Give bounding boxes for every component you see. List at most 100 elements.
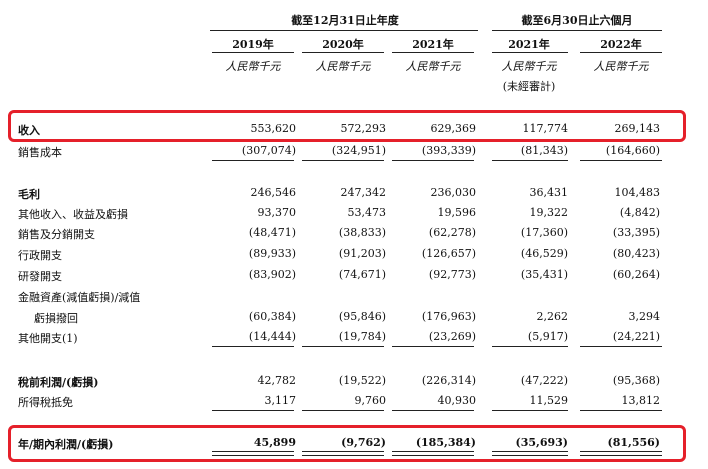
cell: (95,846) (338, 310, 386, 323)
unit-label: 人民幣千元 (225, 60, 281, 73)
cell: 40,930 (437, 394, 477, 407)
subtotal-rule (302, 346, 384, 347)
subtotal-rule (392, 160, 474, 161)
row-label: 毛利 (18, 188, 40, 201)
cell: (38,833) (338, 226, 386, 239)
cell: (46,529) (520, 247, 568, 260)
cell: (83,902) (248, 268, 296, 281)
cell: (19,784) (338, 330, 386, 343)
unit-label: 人民幣千元 (501, 60, 557, 73)
column-rule (392, 52, 474, 53)
cell: 2,262 (536, 310, 569, 323)
group-header-six-months-rule (492, 30, 662, 31)
column-rule (492, 52, 568, 53)
subtotal-rule (580, 160, 662, 161)
subtotal-rule (302, 160, 384, 161)
cell: 246,546 (250, 186, 297, 199)
column-rule (212, 52, 294, 53)
group-header-six-months: 截至6月30日止六個月 (521, 14, 633, 27)
cell: (80,423) (612, 247, 660, 260)
cell: (92,773) (428, 268, 476, 281)
total-double-rule (580, 451, 662, 456)
row-label: 研發開支 (18, 270, 62, 283)
subtotal-rule (212, 346, 294, 347)
row-label: 收入 (18, 124, 40, 137)
table-row-admin-expenses: 行政開支 (89,933) (91,203) (126,657) (46,529… (0, 245, 708, 263)
subtotal-rule (492, 346, 568, 347)
table-row-income-tax-credit: 所得稅抵免 3,117 9,760 40,930 11,529 13,812 (0, 392, 708, 410)
column-rule (302, 52, 384, 53)
cell: 236,030 (430, 186, 477, 199)
table-row-impairment: 虧損撥回 (60,384) (95,846) (176,963) 2,262 3… (0, 308, 708, 326)
subtotal-rule (212, 160, 294, 161)
row-label: 所得稅抵免 (18, 396, 73, 409)
cell: (91,203) (338, 247, 386, 260)
subtotal-rule (392, 410, 474, 411)
cell: (33,395) (612, 226, 660, 239)
row-label: 其他收入、收益及虧損 (18, 208, 128, 221)
cell: 572,293 (340, 122, 387, 135)
cell: 45,899 (253, 436, 296, 449)
cell: 104,483 (614, 186, 661, 199)
subtotal-rule (492, 160, 568, 161)
cell: (81,343) (520, 144, 568, 157)
cell: (89,933) (248, 247, 296, 260)
total-double-rule (212, 451, 294, 456)
cell: 93,370 (257, 206, 297, 219)
cell: (81,556) (607, 436, 660, 449)
highlight-box-revenue (8, 110, 686, 142)
cell: (5,917) (527, 330, 568, 343)
cell: (176,963) (421, 310, 476, 323)
cell: (95,368) (612, 374, 660, 387)
cell: 117,774 (522, 122, 569, 135)
row-label: 稅前利潤/(虧損) (18, 376, 99, 389)
total-double-rule (302, 451, 384, 456)
column-header-2020: 2020年 (322, 38, 364, 51)
cell: (226,314) (421, 374, 476, 387)
cell: 13,812 (621, 394, 661, 407)
row-label: 金融資產(減值虧損)/減值 (18, 291, 141, 304)
cell: (324,951) (331, 144, 386, 157)
table-row-rd-expenses: 研發開支 (83,902) (74,671) (92,773) (35,431)… (0, 266, 708, 284)
cell: (307,074) (241, 144, 296, 157)
column-header-2019: 2019年 (232, 38, 274, 51)
cell: 269,143 (614, 122, 661, 135)
subtotal-rule (580, 346, 662, 347)
unaudited-note: (未經審計) (502, 80, 556, 93)
cell: 247,342 (340, 186, 387, 199)
subtotal-rule (302, 410, 384, 411)
row-label: 行政開支 (18, 249, 62, 262)
subtotal-rule (580, 410, 662, 411)
table-row-revenue: 收入 553,620 572,293 629,369 117,774 269,1… (0, 120, 708, 138)
cell: (24,221) (612, 330, 660, 343)
table-row-other-expenses: 其他開支(1) (14,444) (19,784) (23,269) (5,91… (0, 328, 708, 346)
cell: (62,278) (428, 226, 476, 239)
column-rule (580, 52, 662, 53)
cell: (393,339) (421, 144, 476, 157)
row-label: 銷售成本 (18, 146, 62, 159)
row-label: 虧損撥回 (34, 312, 78, 325)
cell: 11,529 (529, 394, 569, 407)
cell: (164,660) (605, 144, 660, 157)
cell: (23,269) (428, 330, 476, 343)
cell: (35,693) (515, 436, 568, 449)
subtotal-rule (392, 346, 474, 347)
cell: (17,360) (520, 226, 568, 239)
highlight-box-net-profit (8, 425, 686, 462)
cell: (48,471) (248, 226, 296, 239)
subtotal-rule (492, 410, 568, 411)
cell: 9,760 (354, 394, 387, 407)
cell: (60,264) (612, 268, 660, 281)
cell: (185,384) (415, 436, 476, 449)
group-header-fiscal-year: 截至12月31日止年度 (291, 14, 399, 27)
column-header-2021: 2021年 (412, 38, 454, 51)
row-label: 年/期內利潤/(虧損) (18, 438, 114, 451)
cell: (9,762) (341, 436, 386, 449)
table-row-impairment-heading: 金融資產(減值虧損)/減值 (0, 287, 708, 305)
table-row-profit-before-tax: 稅前利潤/(虧損) 42,782 (19,522) (226,314) (47,… (0, 372, 708, 390)
cell: 53,473 (347, 206, 387, 219)
table-row-net-profit: 年/期內利潤/(虧損) 45,899 (9,762) (185,384) (35… (0, 434, 708, 452)
cell: 3,117 (264, 394, 297, 407)
row-label: 銷售及分銷開支 (18, 228, 95, 241)
total-double-rule (492, 451, 568, 456)
